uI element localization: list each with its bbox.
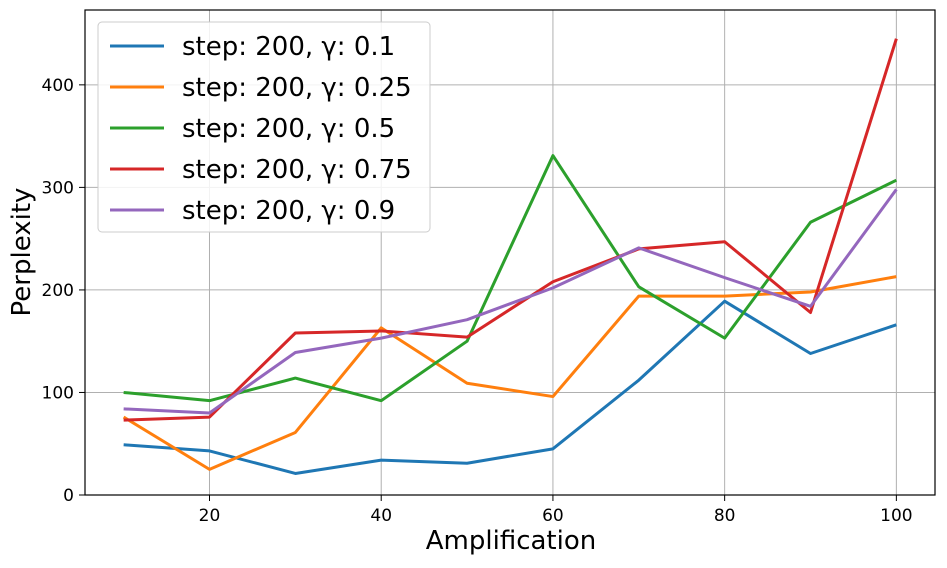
legend: step: 200, γ: 0.1 step: 200, γ: 0.25 step:…: [97, 21, 431, 233]
y-tick-label: 200: [42, 281, 74, 301]
y-tick-label: 0: [63, 486, 74, 506]
legend-box: [97, 21, 431, 233]
legend-label-3: step: 200, γ: 0.75: [182, 155, 412, 185]
series-line-2: [123, 154, 898, 403]
legend-label-2: step: 200, γ: 0.5: [182, 114, 395, 144]
legend-label-0: step: 200, γ: 0.1: [182, 32, 395, 62]
series-line-0: [123, 299, 897, 475]
series-lines: [122, 38, 898, 475]
x-tick-label: 40: [370, 506, 392, 526]
x-axis-label: Amplification: [426, 526, 596, 556]
x-tick-label: 60: [542, 506, 564, 526]
y-tick-label: 400: [42, 76, 74, 96]
legend-label-1: step: 200, γ: 0.25: [182, 73, 412, 103]
y-axis-label: Perplexity: [7, 188, 37, 317]
x-tick-label: 100: [880, 506, 912, 526]
series-line-1: [122, 275, 897, 471]
legend-label-4: step: 200, γ: 0.9: [182, 196, 395, 226]
x-tick-label: 80: [714, 506, 736, 526]
series-line-4: [123, 188, 898, 415]
series-line-3: [123, 38, 898, 422]
axis-ticks: 20 40 60 80 100 0 100 200 300 400: [42, 76, 913, 526]
y-tick-label: 100: [42, 383, 74, 403]
y-tick-label: 300: [42, 178, 74, 198]
plot-frame: [84, 9, 936, 496]
x-tick-label: 20: [199, 506, 221, 526]
